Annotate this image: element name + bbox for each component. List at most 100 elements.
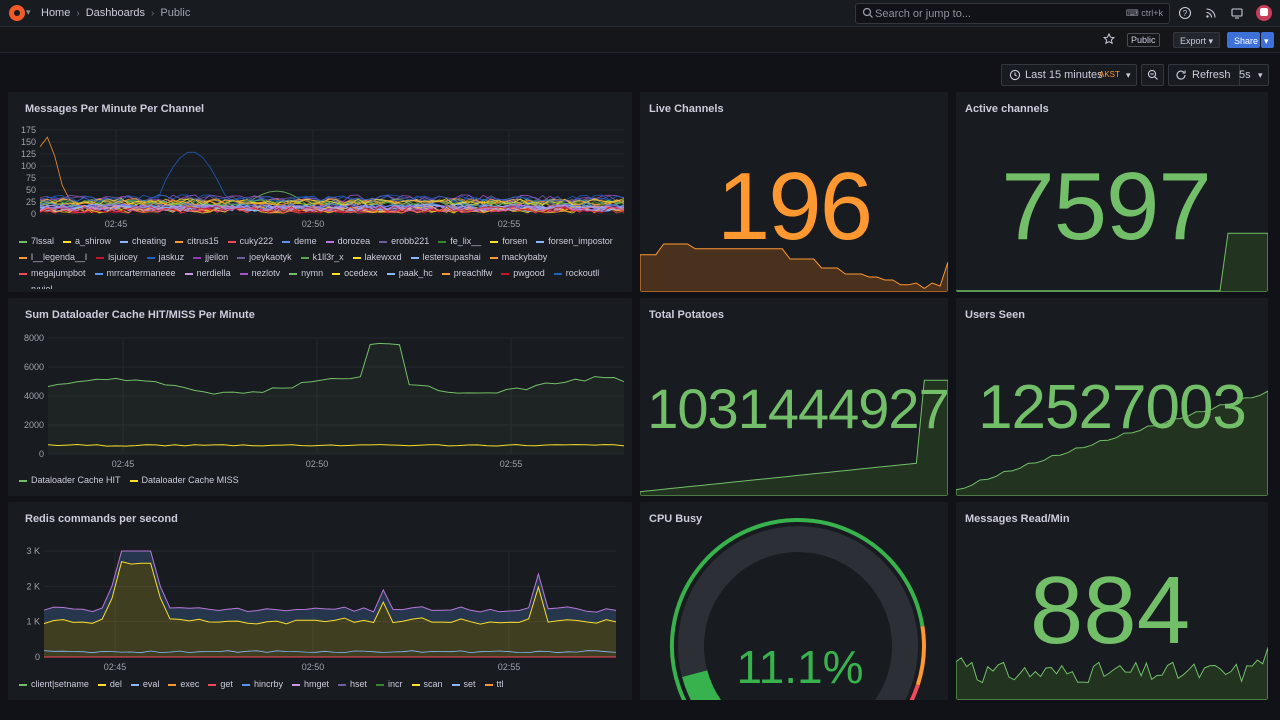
chevron-down-icon[interactable]: ▾ [26, 7, 31, 17]
legend-swatch [352, 256, 361, 259]
legend-item[interactable]: nerdiella [184, 265, 231, 281]
legend-item[interactable]: cuky222 [227, 233, 273, 249]
x-tick-label: 02:45 [105, 219, 128, 229]
breadcrumb-current: Public [160, 7, 191, 19]
x-tick-label: 02:45 [112, 459, 135, 469]
legend-swatch [332, 272, 341, 275]
legend-item[interactable]: citrus15 [175, 233, 219, 249]
legend-item[interactable]: paak_hc [386, 265, 433, 281]
share-button[interactable]: Share [1227, 32, 1260, 48]
legend-item[interactable]: jjeilon [193, 249, 228, 265]
legend-item[interactable]: mrrcartermaneee [94, 265, 176, 281]
legend-item[interactable]: nezlotv [239, 265, 281, 281]
star-icon[interactable] [1103, 33, 1115, 45]
y-tick-label: 6000 [24, 362, 44, 372]
legend-item[interactable]: del [97, 676, 122, 692]
legend-label: lestersupashai [422, 252, 481, 262]
legend-item[interactable]: forsen_impostor [536, 233, 613, 249]
chart-series [47, 342, 625, 454]
panel-title: Sum Dataloader Cache HIT/MISS Per Minute [25, 309, 255, 321]
legend-swatch [241, 683, 250, 686]
search-input[interactable]: Search or jump to... ⌨ ctrl+k [855, 3, 1170, 24]
legend-label: citrus15 [187, 236, 219, 246]
redis-chart: 3 K 2 K 1 K 0 02:45 02:50 02:55 [26, 546, 617, 672]
legend-label: del [109, 679, 122, 689]
legend-item[interactable]: lestersupashai [410, 249, 481, 265]
breadcrumb-home[interactable]: Home [41, 7, 71, 19]
breadcrumb-dashboards[interactable]: Dashboards [85, 7, 146, 19]
help-icon[interactable]: ? [1178, 6, 1192, 20]
legend-item[interactable]: mackybaby [489, 249, 547, 265]
breadcrumb-separator-icon: › [151, 8, 155, 19]
legend-item[interactable]: Dataloader Cache MISS [129, 472, 239, 488]
legend-swatch [184, 272, 193, 275]
total-potatoes-sparkline [640, 379, 948, 496]
series-line [47, 443, 625, 447]
zoom-out-button[interactable] [1141, 64, 1164, 86]
legend-swatch [441, 272, 450, 275]
legend-item[interactable]: nymn [289, 265, 323, 281]
legend-label: scan [423, 679, 443, 689]
legend-item[interactable]: 7lssal [19, 233, 54, 249]
legend-swatch [168, 683, 177, 686]
legend-item[interactable]: hincrby [241, 676, 283, 692]
legend-label: a_shirow [75, 236, 112, 246]
share-dropdown-button[interactable]: ▾ [1261, 32, 1274, 48]
legend-item[interactable]: scan [411, 676, 443, 692]
legend-item[interactable]: Dataloader Cache HIT [19, 472, 121, 488]
legend-item[interactable]: preachlfw [441, 265, 492, 281]
series-line [47, 342, 625, 395]
legend-item[interactable]: hmget [291, 676, 329, 692]
legend-item[interactable]: pwgood [501, 265, 545, 281]
legend-item[interactable]: eval [130, 676, 159, 692]
legend-item[interactable]: dorozea [325, 233, 370, 249]
monitor-icon[interactable] [1230, 6, 1244, 20]
time-range-picker[interactable]: Last 15 minutes AKST ▾ [1001, 64, 1137, 86]
legend-item[interactable]: fe_lix__ [438, 233, 481, 249]
legend-item[interactable]: ryujel [19, 281, 53, 289]
refresh-picker[interactable]: Refresh 5s ▾ [1168, 64, 1269, 86]
legend-label: get [220, 679, 233, 689]
legend-item[interactable]: megajumpbot [19, 265, 86, 281]
legend-item[interactable]: hset [337, 676, 367, 692]
legend-item[interactable]: exec [168, 676, 199, 692]
active-channels-sparkline [956, 232, 1268, 292]
legend-item[interactable]: client|setname [19, 676, 89, 692]
legend-item[interactable]: deme [282, 233, 317, 249]
legend-swatch [19, 256, 27, 259]
avatar[interactable] [1256, 5, 1272, 21]
legend-item[interactable]: lakewxxd [352, 249, 402, 265]
panel-total-potatoes: Total Potatoes 1031444927 [640, 298, 948, 496]
legend-item[interactable]: l__legenda__l [19, 249, 87, 265]
legend-label: 7lssal [31, 236, 55, 246]
legend-item[interactable]: ocedexx [332, 265, 378, 281]
legend-item[interactable]: jaskuz [146, 249, 184, 265]
legend-item[interactable]: k1ll3r_x [300, 249, 344, 265]
series-line [43, 560, 617, 625]
y-tick-label: 75 [26, 173, 36, 183]
rss-news-icon[interactable] [1204, 6, 1218, 20]
cpu-gauge [669, 517, 926, 700]
legend-item[interactable]: ttl [484, 676, 504, 692]
refresh-interval[interactable]: 5s [1239, 69, 1251, 81]
legend-item[interactable]: a_shirow [63, 233, 111, 249]
refresh-label[interactable]: Refresh [1192, 69, 1231, 81]
legend-item[interactable]: set [451, 676, 476, 692]
chart-axes: 175 150 125 100 75 50 25 0 02:45 02:50 02:55 [21, 125, 624, 229]
export-button[interactable]: Export ▾ [1173, 32, 1221, 48]
legend-item[interactable]: cheating [120, 233, 166, 249]
x-tick-label: 02:50 [302, 219, 325, 229]
legend-swatch [291, 683, 300, 686]
legend-item[interactable]: lsjuicey [96, 249, 138, 265]
chevron-down-icon: ▾ [1264, 36, 1269, 46]
legend-item[interactable]: forsen [490, 233, 527, 249]
legend-item[interactable]: incr [375, 676, 403, 692]
legend-swatch [208, 683, 217, 686]
breadcrumb: Home › Dashboards › Public [41, 7, 190, 19]
legend-item[interactable]: rockoutll [553, 265, 599, 281]
grafana-logo-icon[interactable] [9, 5, 25, 21]
legend-label: nezlotv [251, 268, 281, 278]
legend-item[interactable]: joeykaotyk [237, 249, 292, 265]
legend-item[interactable]: get [208, 676, 233, 692]
legend-item[interactable]: erobb221 [379, 233, 429, 249]
